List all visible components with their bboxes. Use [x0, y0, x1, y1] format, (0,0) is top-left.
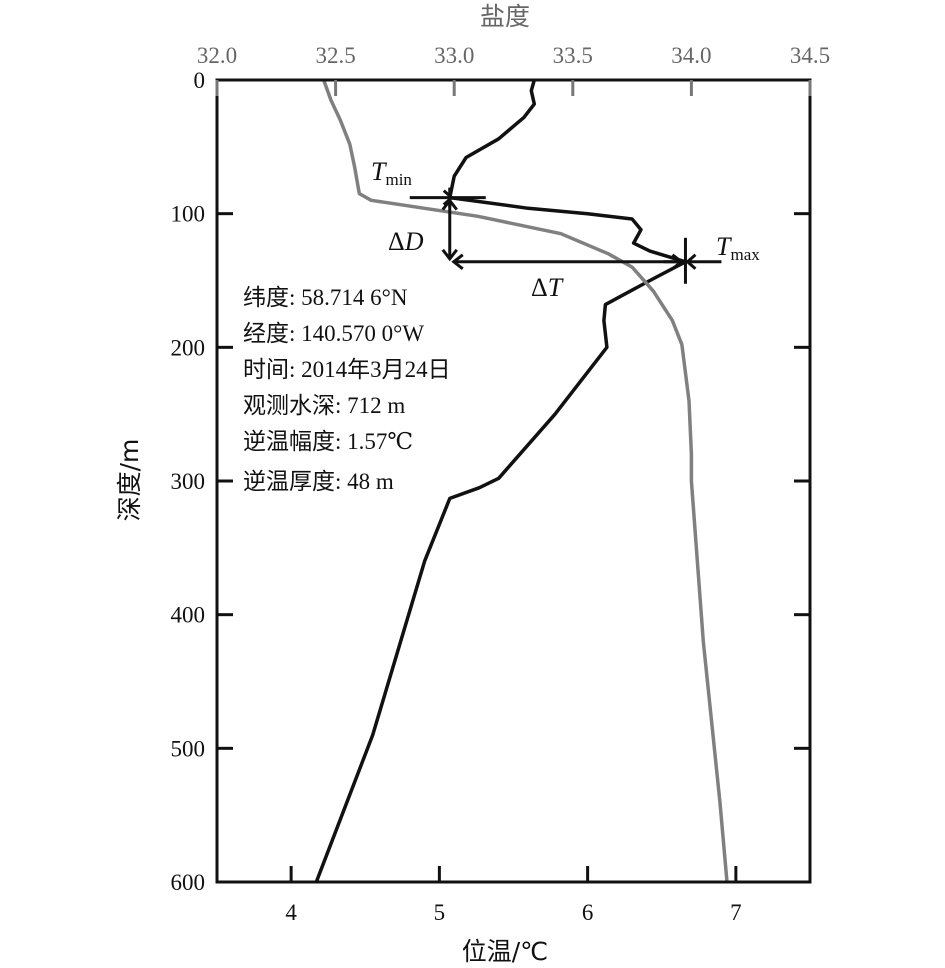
t-min-arrowhead	[442, 189, 455, 206]
depth-tick-label-600: 600	[171, 870, 206, 895]
info-latitude: 纬度: 58.714 6°N	[243, 285, 408, 310]
depth-axis-title: 深度/m	[115, 439, 144, 522]
depth-tick-label-400: 400	[171, 603, 206, 628]
delta-d-arrowhead-top	[441, 198, 458, 211]
delta-t-label: ΔT	[531, 273, 564, 302]
t-min-label: Tmin	[371, 157, 412, 189]
info-inversion-thickness: 逆温厚度: 48 m	[243, 469, 394, 494]
temperature-axis-title: 位温/℃	[462, 937, 549, 966]
t-max-arrowhead	[685, 253, 697, 270]
axis-ticks: 0 100 200 300 400 500 600 4 5 6 7 32.0 32.5 33.0 33.5 3…	[171, 43, 831, 925]
depth-tick-label-200: 200	[171, 335, 206, 360]
delta-d-label: ΔD	[388, 227, 424, 256]
depth-tick-label-300: 300	[171, 469, 206, 494]
temperature-tick-label-6: 6	[582, 900, 594, 925]
temperature-tick-label-7: 7	[730, 900, 742, 925]
info-inversion-amplitude: 逆温幅度: 1.57℃	[243, 429, 413, 454]
info-longitude: 经度: 140.570 0°W	[243, 321, 424, 346]
salinity-tick-label-32.5: 32.5	[315, 43, 355, 68]
annotations: Tmin Tmax ΔD ΔT	[371, 157, 760, 302]
temperature-series-line	[314, 79, 688, 883]
salinity-tick-label-33.0: 33.0	[434, 43, 474, 68]
info-date: 时间: 2014年3月24日	[243, 357, 451, 382]
salinity-tick-label-33.5: 33.5	[553, 43, 593, 68]
delta-t-arrowhead-left	[451, 253, 464, 270]
salinity-axis-title: 盐度	[480, 2, 530, 31]
salinity-tick-label-34.5: 34.5	[790, 43, 830, 68]
temperature-tick-label-4: 4	[285, 900, 297, 925]
salinity-tick-label-32.0: 32.0	[197, 43, 237, 68]
station-info: 纬度: 58.714 6°N 经度: 140.570 0°W 时间: 2014年…	[243, 285, 451, 494]
depth-tick-label-100: 100	[171, 202, 206, 227]
depth-tick-label-0: 0	[194, 68, 206, 93]
delta-d-arrowhead-bottom	[441, 248, 458, 262]
temperature-tick-label-5: 5	[434, 900, 446, 925]
delta-t-arrowhead-right	[671, 253, 684, 270]
info-water-depth: 观测水深: 712 m	[243, 393, 405, 418]
t-max-label: Tmax	[716, 232, 760, 264]
salinity-tick-label-34.0: 34.0	[671, 43, 711, 68]
depth-tick-label-500: 500	[171, 736, 206, 761]
